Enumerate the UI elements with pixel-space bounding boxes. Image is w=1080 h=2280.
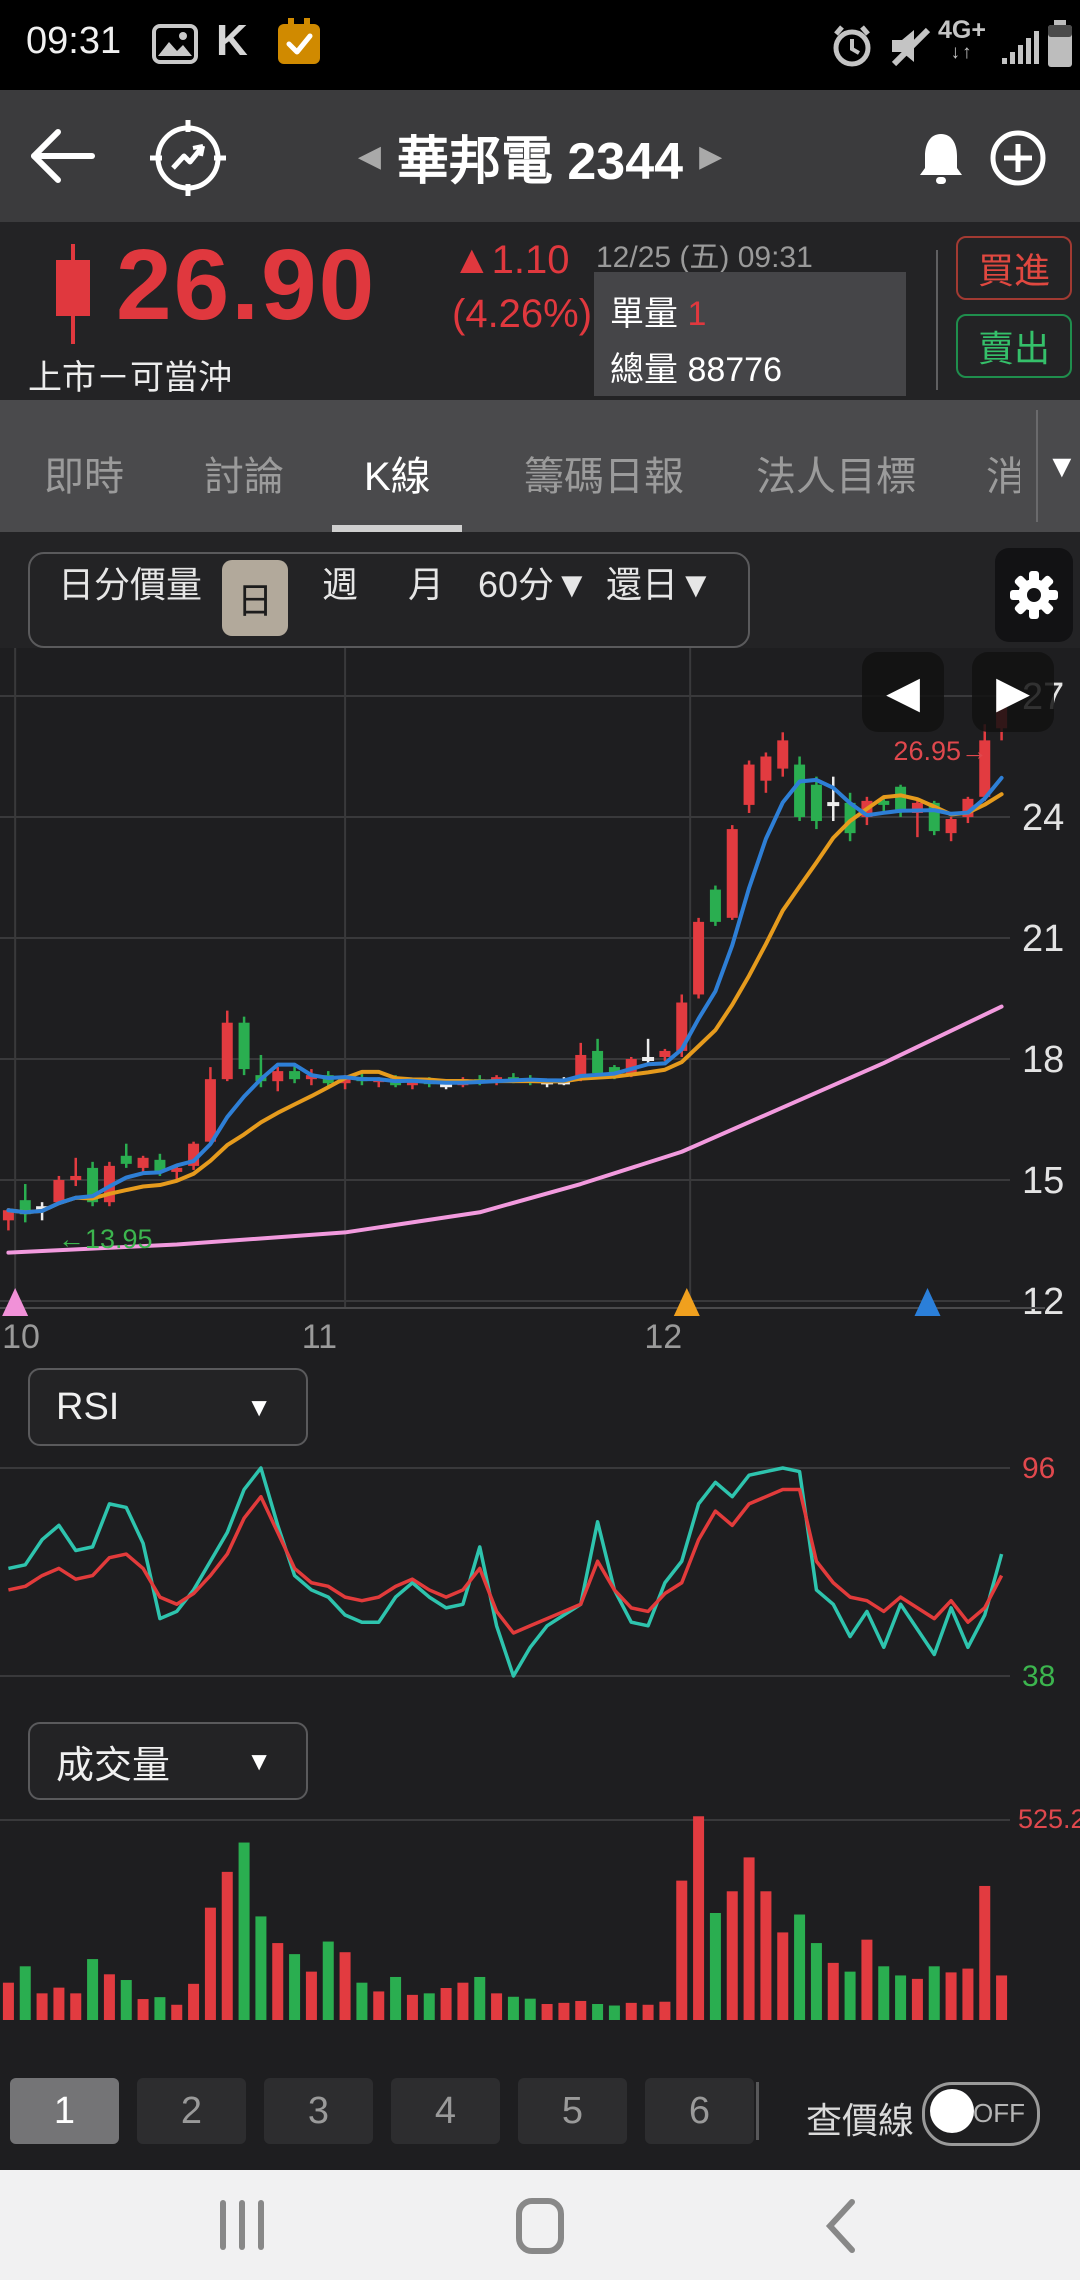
network-indicator: 4G+ ↓↑ bbox=[938, 16, 986, 63]
controls-section bbox=[0, 532, 1080, 648]
chevron-down-icon: ▼ bbox=[246, 1745, 272, 1776]
indicator-dropdown[interactable]: RSI ▼ bbox=[28, 1368, 308, 1446]
battery-icon bbox=[1048, 20, 1072, 67]
svg-text:21: 21 bbox=[1022, 918, 1064, 960]
page-button-3[interactable]: 3 bbox=[264, 2078, 373, 2144]
add-icon[interactable] bbox=[988, 128, 1048, 188]
chevron-down-icon: ▼ bbox=[246, 1391, 272, 1422]
volume-dropdown[interactable]: 成交量 ▼ bbox=[28, 1722, 308, 1800]
alarm-icon bbox=[833, 25, 871, 67]
svg-text:18: 18 bbox=[1022, 1039, 1064, 1081]
svg-text:12: 12 bbox=[1022, 1281, 1064, 1323]
status-bar: 09:31 K 4G+ ↓↑ bbox=[0, 0, 1080, 90]
rsi-chart: 96 38 bbox=[0, 1452, 1055, 1693]
svg-text:10: 10 bbox=[2, 1318, 40, 1356]
stock-title-switcher[interactable]: ◀ 華邦電 2344 ▶ bbox=[0, 90, 1080, 222]
chart-scroll-right-button[interactable]: ▶ bbox=[972, 652, 1054, 732]
svg-text:26.95→: 26.95→ bbox=[893, 736, 988, 766]
prev-stock-icon[interactable]: ◀ bbox=[357, 139, 381, 173]
svg-text:38: 38 bbox=[1022, 1660, 1055, 1693]
total-volume-row: 總量 88776 bbox=[610, 351, 782, 389]
price-change: ▲1.10 bbox=[452, 238, 570, 282]
page-button-5[interactable]: 5 bbox=[518, 2078, 627, 2144]
recents-icon[interactable] bbox=[218, 2198, 268, 2252]
page-button-1[interactable]: 1 bbox=[10, 2078, 119, 2144]
tab-realtime[interactable]: 即時 bbox=[44, 455, 124, 499]
back-nav-icon[interactable] bbox=[822, 2198, 858, 2254]
tab-clipped[interactable]: 消 bbox=[986, 455, 1020, 499]
svg-text:24: 24 bbox=[1022, 797, 1064, 839]
buy-button[interactable]: 買進 bbox=[956, 236, 1072, 300]
last-price: 26.90 bbox=[116, 229, 377, 341]
page-button-6[interactable]: 6 bbox=[645, 2078, 754, 2144]
toggle-knob bbox=[930, 2089, 974, 2133]
svg-text:11: 11 bbox=[302, 1318, 337, 1356]
quote-datetime: 12/25 (五) 09:31 bbox=[596, 241, 813, 274]
status-time: 09:31 bbox=[26, 20, 122, 62]
market-trend-icon[interactable] bbox=[146, 116, 230, 200]
price-line-toggle[interactable]: OFF bbox=[922, 2082, 1040, 2146]
mode-label[interactable]: 日分價量 bbox=[58, 564, 203, 605]
period-60min-dropdown[interactable]: 60分▼ bbox=[478, 564, 590, 605]
android-nav-bar bbox=[0, 2170, 1080, 2280]
svg-text:12: 12 bbox=[644, 1318, 682, 1356]
tab-chips-daily[interactable]: 籌碼日報 bbox=[524, 455, 684, 499]
bell-icon[interactable] bbox=[912, 128, 970, 188]
tab-kline[interactable]: K線 bbox=[364, 455, 431, 499]
app-header bbox=[0, 90, 1080, 222]
volume-chart: 525.2k bbox=[0, 1804, 1080, 2020]
mute-icon bbox=[891, 27, 931, 67]
volume-dropdown-label: 成交量 bbox=[56, 1744, 171, 1787]
chart-scroll-left-button[interactable]: ◀ bbox=[862, 652, 944, 732]
indicator-dropdown-label: RSI bbox=[56, 1385, 120, 1428]
home-icon[interactable] bbox=[516, 2198, 566, 2254]
period-selector-box bbox=[28, 552, 750, 648]
tabs-more-icon[interactable]: ▼ bbox=[1046, 448, 1078, 484]
next-stock-icon[interactable]: ▶ bbox=[699, 139, 723, 173]
market-label: 上市－可當沖 bbox=[28, 359, 232, 397]
candle-icon bbox=[56, 244, 90, 344]
tab-discussion[interactable]: 討論 bbox=[204, 455, 284, 499]
page-button-2[interactable]: 2 bbox=[137, 2078, 246, 2144]
price-line-label: 查價線 bbox=[806, 2100, 915, 2141]
period-month-button[interactable]: 月 bbox=[408, 564, 445, 605]
signal-icon bbox=[1002, 31, 1039, 64]
svg-text:525.2k: 525.2k bbox=[1018, 1804, 1080, 1834]
sell-button[interactable]: 賣出 bbox=[956, 314, 1072, 378]
tab-bar: 即時 討論 K線 籌碼日報 法人目標 消 ▼ bbox=[0, 400, 1080, 532]
price-change-pct: (4.26%) bbox=[452, 292, 593, 336]
period-day-button[interactable]: 日 bbox=[222, 560, 288, 636]
back-icon[interactable] bbox=[28, 126, 98, 186]
total-volume-value: 88776 bbox=[687, 351, 782, 389]
gallery-icon bbox=[152, 24, 198, 64]
divider bbox=[756, 2082, 759, 2140]
gear-icon bbox=[1010, 571, 1058, 619]
svg-text:15: 15 bbox=[1022, 1160, 1064, 1202]
unit-volume-row: 單量 1 bbox=[610, 295, 707, 333]
toggle-state: OFF bbox=[973, 2098, 1025, 2128]
k-app-icon: K bbox=[216, 16, 248, 65]
tab-underline bbox=[332, 525, 462, 532]
tab-institutional[interactable]: 法人目標 bbox=[756, 455, 916, 499]
candlestick-chart: 27242118151210111226.95→←13.95 bbox=[0, 648, 1064, 1356]
calendar-check-icon bbox=[278, 18, 320, 64]
svg-text:96: 96 bbox=[1022, 1452, 1055, 1485]
period-week-button[interactable]: 週 bbox=[322, 564, 359, 605]
chart-settings-button[interactable] bbox=[995, 548, 1073, 642]
svg-text:←13.95: ←13.95 bbox=[58, 1224, 153, 1254]
period-restore-dropdown[interactable]: 還日▼ bbox=[606, 564, 714, 605]
page-title: 華邦電 2344 bbox=[396, 132, 684, 191]
unit-volume-value: 1 bbox=[687, 295, 707, 333]
divider bbox=[1036, 410, 1038, 522]
divider bbox=[936, 250, 938, 390]
quote-volume-box: 單量 1 總量 88776 bbox=[594, 272, 906, 396]
page-button-4[interactable]: 4 bbox=[391, 2078, 500, 2144]
